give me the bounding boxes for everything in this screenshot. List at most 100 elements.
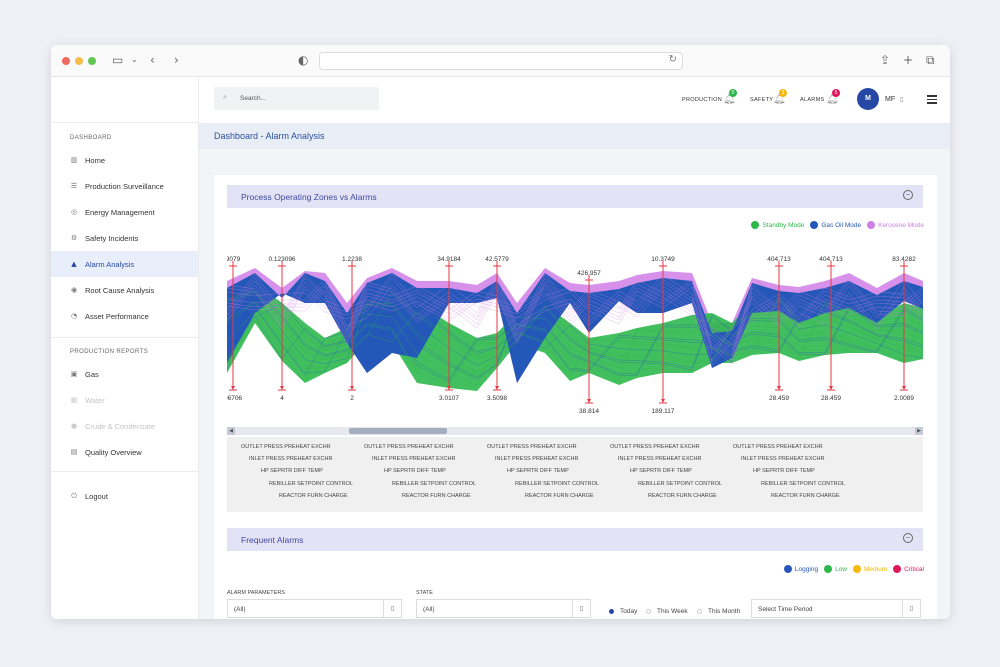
sidebar-divider — [51, 471, 198, 472]
parameter-column: OUTLET PRESS PREHEAT EXCHR INLET PRESS PR… — [733, 444, 873, 505]
radio-this-week[interactable]: This Week — [646, 608, 688, 615]
time-period-select[interactable]: Select Time Period ▯ — [751, 599, 921, 618]
chevron-down-icon[interactable]: ⌄ — [131, 55, 138, 64]
search-placeholder: Search... — [240, 95, 267, 102]
sidebar-item-gas[interactable]: ▣ Gas — [51, 361, 198, 387]
new-tab-icon[interactable]: + — [903, 53, 914, 67]
axis-top-label: 83.4282 — [892, 256, 916, 263]
parameter-label: INLET PRESS PREHEAT EXCHR — [495, 456, 579, 463]
state-select[interactable]: (All) ▯ — [416, 599, 591, 618]
legend-item-critical[interactable]: Critical — [893, 565, 924, 573]
select-value: (All) — [423, 606, 435, 613]
sidebar-item-label: Production Surveillance — [85, 181, 164, 191]
search-input[interactable]: ⌕ Search... — [214, 87, 379, 110]
legend-item-kerosene[interactable]: Kerosene Mode — [867, 221, 924, 229]
target-icon: ◉ — [70, 286, 78, 294]
parameter-label: REBILLER SETPOINT CONTROL — [392, 480, 476, 487]
axis-arrow — [902, 386, 906, 390]
sidebar-item-root-cause-analysis[interactable]: ◉ Root Cause Analysis — [51, 277, 198, 303]
forward-arrow-icon[interactable]: › — [174, 53, 179, 67]
chart-scrollbar[interactable]: ◀ ▶ — [227, 427, 923, 435]
parameter-label: REACTOR FURN CHARGE — [402, 492, 471, 499]
alarms-badge: 5 — [832, 89, 840, 97]
scroll-right-arrow[interactable]: ▶ — [915, 427, 923, 435]
panel-title: Process Operating Zones vs Alarms — [241, 192, 377, 202]
sidebar-item-water[interactable]: ▦ Water — [51, 387, 198, 413]
bell-icon[interactable]: 🔔︎ — [826, 94, 839, 105]
minimize-window-button[interactable] — [75, 57, 83, 65]
axis-bottom-label: 3.5098 — [487, 395, 507, 402]
legend-label: Low — [835, 565, 847, 573]
axis-arrow — [280, 386, 284, 390]
sidebar-item-safety-incidents[interactable]: ⚙ Safety Incidents — [51, 225, 198, 251]
axis-top-label: 426.957 — [577, 270, 601, 277]
sidebar-item-alarm-analysis[interactable]: ▲ Alarm Analysis — [51, 251, 198, 277]
series-line — [227, 286, 923, 371]
axis-arrow — [350, 386, 354, 390]
radio-button[interactable] — [646, 609, 651, 614]
alarms-notifications-label[interactable]: ALARMS — [800, 97, 825, 103]
legend-item-standby[interactable]: Standby Mode — [751, 221, 804, 229]
content-card: Process Operating Zones vs Alarms − Stan… — [214, 175, 937, 619]
axis-bottom-label: 189.117 — [651, 408, 674, 415]
sidebar-toggle-icon[interactable]: ▭ — [112, 53, 124, 67]
radio-button[interactable] — [697, 609, 702, 614]
sidebar-item-crude-condensate[interactable]: ● Crude & Condensate — [51, 413, 198, 439]
sidebar-item-home[interactable]: ▥ Home — [51, 147, 198, 173]
axis-top-label: 9079 — [227, 256, 241, 263]
scrollbar-thumb[interactable] — [349, 428, 447, 434]
radio-label: This Month — [708, 608, 741, 615]
back-arrow-icon[interactable]: ‹ — [150, 53, 155, 67]
sidebar-item-logout[interactable]: ⏻ Logout — [51, 483, 198, 509]
reload-icon[interactable]: ↻ — [668, 54, 677, 65]
collapse-icon[interactable]: − — [903, 533, 913, 543]
globe-icon: ◎ — [70, 208, 78, 216]
legend-item-gas-oil[interactable]: Gas Oil Mode — [810, 221, 861, 229]
safety-notifications-label[interactable]: SAFETY — [750, 97, 774, 103]
legend-item-logging[interactable]: Logging — [783, 565, 818, 573]
legend-item-medium[interactable]: Medium — [853, 565, 887, 573]
user-menu-icon[interactable]: ▯ — [900, 96, 904, 103]
parameter-label: HP SEPRTR DIFF TEMP — [507, 468, 569, 475]
parameter-column: OUTLET PRESS PREHEAT EXCHR INLET PRESS PR… — [610, 444, 750, 505]
user-name[interactable]: MF — [885, 96, 896, 103]
hamburger-menu-icon[interactable] — [927, 95, 937, 106]
avatar[interactable]: M — [857, 88, 879, 110]
address-bar[interactable]: ↻ — [319, 52, 683, 70]
sidebar-item-asset-performance[interactable]: ◔ Asset Performance — [51, 303, 198, 329]
gas-cylinder-icon: ▣ — [70, 370, 78, 378]
close-window-button[interactable] — [62, 57, 70, 65]
calendar-icon[interactable]: ▯ — [902, 600, 920, 617]
sidebar-item-quality-overview[interactable]: ▤ Quality Overview — [51, 439, 198, 465]
radio-this-month[interactable]: This Month — [697, 608, 740, 615]
safety-badge: 3 — [779, 89, 787, 97]
radio-button[interactable] — [609, 609, 614, 614]
bar-chart-icon: ▥ — [70, 156, 78, 164]
dropdown-icon[interactable]: ▯ — [383, 600, 401, 617]
sidebar-item-production-surveillance[interactable]: ☰ Production Surveillance — [51, 173, 198, 199]
parameter-column: OUTLET PRESS PREHEAT EXCHR INLET PRESS PR… — [241, 444, 381, 505]
radio-today[interactable]: Today — [609, 608, 637, 615]
parameter-label: REBILLER SETPOINT CONTROL — [269, 480, 353, 487]
alarm-parameters-select[interactable]: (All) ▯ — [227, 599, 402, 618]
tabs-overview-icon[interactable]: ⧉ — [926, 53, 935, 67]
parameter-label: REACTOR FURN CHARGE — [279, 492, 348, 499]
collapse-icon[interactable]: − — [903, 190, 913, 200]
sidebar-item-label: Root Cause Analysis — [85, 285, 155, 295]
axis-arrow — [777, 386, 781, 390]
share-icon[interactable]: ⇪ — [880, 53, 891, 67]
sidebar-item-label: Energy Management — [85, 207, 155, 217]
parameter-label: REACTOR FURN CHARGE — [525, 492, 594, 499]
axis-top-label: 0.123096 — [268, 256, 295, 263]
bell-icon[interactable]: 🔔︎ — [773, 94, 786, 105]
scroll-left-arrow[interactable]: ◀ — [227, 427, 235, 435]
search-icon: ⌕ — [223, 93, 227, 101]
production-notifications-label[interactable]: PRODUCTION — [682, 97, 722, 103]
sidebar-item-energy-management[interactable]: ◎ Energy Management — [51, 199, 198, 225]
axis-arrow — [587, 399, 591, 403]
zoom-window-button[interactable] — [88, 57, 96, 65]
bell-icon[interactable]: 🔔︎ — [723, 94, 736, 105]
dropdown-icon[interactable]: ▯ — [572, 600, 590, 617]
axis-top-label: 404.713 — [819, 256, 843, 263]
legend-item-low[interactable]: Low — [824, 565, 847, 573]
